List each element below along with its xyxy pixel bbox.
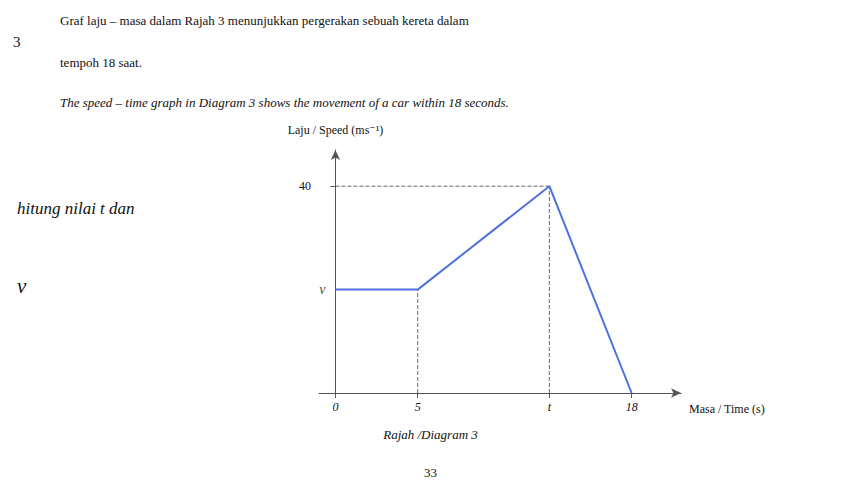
svg-text:v: v [17,274,27,298]
svg-text:Laju / Speed (ms⁻¹): Laju / Speed (ms⁻¹) [288,123,384,137]
svg-text:5: 5 [415,400,421,414]
svg-text:tempoh 18 saat.: tempoh 18 saat. [60,55,142,70]
svg-text:t: t [548,400,552,414]
svg-text:33: 33 [424,465,437,480]
svg-text:Graf laju – masa dalam Rajah 3: Graf laju – masa dalam Rajah 3 menunjukk… [60,13,469,28]
svg-text:40: 40 [299,179,311,193]
svg-text:18: 18 [626,400,638,414]
svg-text:The speed – time graph in Diag: The speed – time graph in Diagram 3 show… [60,95,509,110]
svg-text:Masa / Time (s): Masa / Time (s) [689,402,765,416]
svg-text:3: 3 [13,34,21,50]
svg-text:Rajah /Diagram 3: Rajah /Diagram 3 [382,427,478,442]
svg-text:0: 0 [332,400,338,414]
svg-text:hitung nilai t dan: hitung nilai t dan [17,199,135,218]
svg-text:v: v [319,282,326,297]
